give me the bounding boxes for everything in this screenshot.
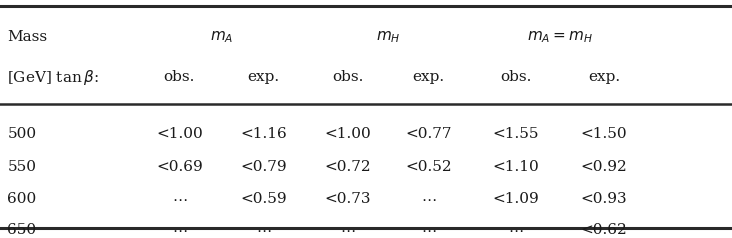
Text: obs.: obs. xyxy=(332,70,363,84)
Text: 500: 500 xyxy=(7,128,37,141)
Text: exp.: exp. xyxy=(247,70,280,84)
Text: $\cdots$: $\cdots$ xyxy=(255,223,272,237)
Text: <0.59: <0.59 xyxy=(240,192,287,206)
Text: <0.73: <0.73 xyxy=(324,192,371,206)
Text: $\cdots$: $\cdots$ xyxy=(420,192,436,206)
Text: <0.62: <0.62 xyxy=(580,223,627,237)
Text: <0.77: <0.77 xyxy=(405,128,452,141)
Text: <0.72: <0.72 xyxy=(324,160,371,174)
Text: $m_H$: $m_H$ xyxy=(376,29,400,45)
Text: $m_A$: $m_A$ xyxy=(210,29,233,45)
Text: <0.69: <0.69 xyxy=(156,160,203,174)
Text: obs.: obs. xyxy=(164,70,195,84)
Text: <0.92: <0.92 xyxy=(580,160,627,174)
Text: Mass: Mass xyxy=(7,30,48,44)
Text: <1.50: <1.50 xyxy=(580,128,627,141)
Text: <0.79: <0.79 xyxy=(240,160,287,174)
Text: <1.09: <1.09 xyxy=(493,192,539,206)
Text: <1.55: <1.55 xyxy=(493,128,539,141)
Text: <0.93: <0.93 xyxy=(580,192,627,206)
Text: $\cdots$: $\cdots$ xyxy=(171,192,187,206)
Text: $\cdots$: $\cdots$ xyxy=(508,223,524,237)
Text: <1.10: <1.10 xyxy=(493,160,539,174)
Text: <0.52: <0.52 xyxy=(405,160,452,174)
Text: exp.: exp. xyxy=(588,70,620,84)
Text: $m_A = m_H$: $m_A = m_H$ xyxy=(527,29,593,45)
Text: $\cdots$: $\cdots$ xyxy=(171,223,187,237)
Text: [GeV] tan$\,\beta$:: [GeV] tan$\,\beta$: xyxy=(7,68,99,87)
Text: <1.00: <1.00 xyxy=(324,128,371,141)
Text: 650: 650 xyxy=(7,223,37,237)
Text: $\cdots$: $\cdots$ xyxy=(420,223,436,237)
Text: <1.16: <1.16 xyxy=(240,128,287,141)
Text: obs.: obs. xyxy=(501,70,531,84)
Text: <1.00: <1.00 xyxy=(156,128,203,141)
Text: $\cdots$: $\cdots$ xyxy=(340,223,356,237)
Text: exp.: exp. xyxy=(412,70,444,84)
Text: 600: 600 xyxy=(7,192,37,206)
Text: 550: 550 xyxy=(7,160,37,174)
